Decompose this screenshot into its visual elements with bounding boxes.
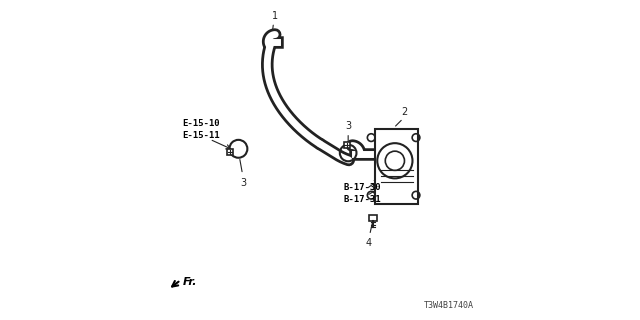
FancyBboxPatch shape <box>227 149 233 155</box>
Text: E-15-10
E-15-11: E-15-10 E-15-11 <box>182 119 220 140</box>
FancyBboxPatch shape <box>375 129 419 204</box>
FancyBboxPatch shape <box>369 215 377 221</box>
Text: 3: 3 <box>346 121 352 131</box>
Text: Fr.: Fr. <box>183 277 198 287</box>
FancyBboxPatch shape <box>344 141 350 148</box>
Text: B-17-30
B-17-31: B-17-30 B-17-31 <box>344 183 381 204</box>
Text: T3W4B1740A: T3W4B1740A <box>424 301 474 310</box>
Text: 3: 3 <box>240 178 246 188</box>
Text: 1: 1 <box>271 11 278 21</box>
Text: 2: 2 <box>402 107 408 117</box>
Text: 4: 4 <box>365 238 372 248</box>
